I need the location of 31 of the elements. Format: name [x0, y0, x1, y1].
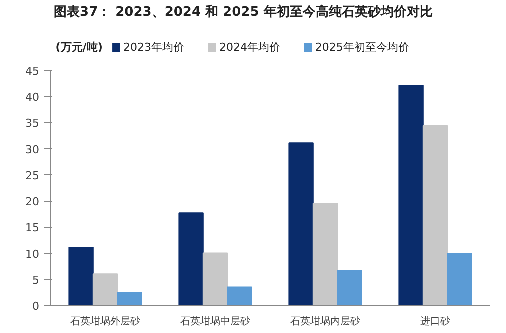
y-tick-label: 20: [26, 196, 40, 209]
y-tick-label: 35: [26, 117, 40, 130]
y-tick-label: 0: [32, 300, 40, 313]
bar: [92, 274, 118, 306]
x-tick-label: 石英坩埚内层砂: [290, 316, 360, 328]
bar: [117, 292, 142, 306]
bar: [398, 85, 424, 306]
bar: [447, 253, 472, 306]
y-tick-label: 40: [26, 91, 40, 104]
legend-label: 2023年均价: [124, 41, 185, 54]
y-tick-label: 15: [26, 222, 40, 235]
bar: [202, 252, 228, 306]
y-tick-label: 30: [26, 143, 40, 156]
bar: [68, 247, 94, 306]
bar: [227, 286, 252, 306]
y-tick-label: 25: [26, 169, 40, 182]
y-tick-label: 45: [26, 65, 40, 78]
bar: [337, 270, 362, 306]
y-tick-label: 10: [26, 248, 40, 261]
x-tick-label: 石英坩埚中层砂: [180, 316, 250, 328]
x-tick-label: 进口砂: [420, 316, 450, 328]
y-tick-label: 5: [32, 274, 40, 287]
y-axis-title: (万元/吨): [56, 41, 103, 54]
bar: [422, 125, 448, 306]
x-tick-label: 石英坩埚外层砂: [70, 316, 140, 328]
chart-title: 图表37： 2023、2024 和 2025 年初至今高纯石英砂均价对比: [54, 4, 433, 20]
legend-label: 2024年均价: [219, 41, 280, 54]
bar: [312, 203, 338, 306]
bar: [288, 142, 314, 306]
legend-label: 2025年初至今均价: [315, 41, 410, 54]
bar: [178, 212, 204, 306]
